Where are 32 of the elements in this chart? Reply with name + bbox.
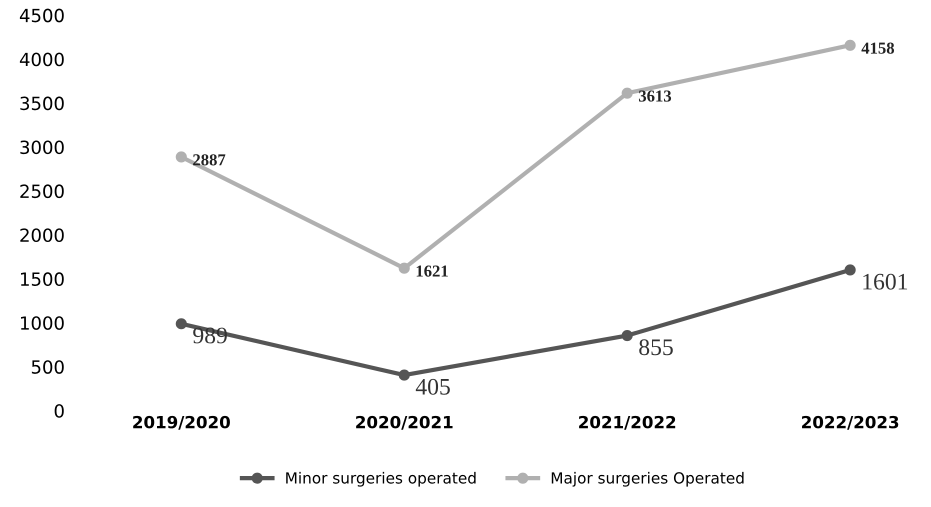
data-label: 855 bbox=[639, 339, 673, 356]
y-tick-label: 0 bbox=[54, 404, 64, 418]
y-tick-label: 1000 bbox=[20, 316, 64, 330]
data-label: 989 bbox=[193, 328, 227, 344]
data-label: 1601 bbox=[863, 274, 908, 290]
point bbox=[844, 40, 856, 51]
point bbox=[176, 151, 187, 163]
y-tick-label: 500 bbox=[32, 360, 64, 374]
x-tick-label: 2022/2023 bbox=[802, 416, 898, 430]
point bbox=[398, 370, 410, 381]
x-tick-label: 2019/2020 bbox=[133, 416, 230, 430]
legend-label: Major surgeries Operated bbox=[552, 472, 744, 487]
point bbox=[176, 318, 187, 330]
y-tick-label: 3000 bbox=[20, 140, 64, 154]
legend-label: Minor surgeries operated bbox=[286, 472, 476, 487]
x-tick-label: 2020/2021 bbox=[356, 416, 453, 430]
point bbox=[622, 330, 633, 342]
data-label: 2887 bbox=[193, 154, 226, 166]
x-tick-label: 2021/2022 bbox=[579, 416, 676, 430]
point bbox=[398, 262, 410, 274]
y-tick-label: 4500 bbox=[20, 8, 64, 22]
y-tick-label: 3500 bbox=[20, 96, 64, 110]
data-label: 1621 bbox=[416, 266, 448, 277]
point bbox=[622, 88, 633, 99]
point bbox=[844, 264, 856, 276]
y-tick-label: 1500 bbox=[20, 272, 64, 286]
y-tick-label: 2500 bbox=[20, 184, 64, 198]
data-label: 3613 bbox=[638, 90, 672, 102]
y-tick-label: 2000 bbox=[20, 228, 64, 242]
y-tick-label: 4000 bbox=[20, 52, 64, 66]
data-label: 4158 bbox=[861, 42, 894, 54]
data-label: 405 bbox=[416, 378, 450, 395]
